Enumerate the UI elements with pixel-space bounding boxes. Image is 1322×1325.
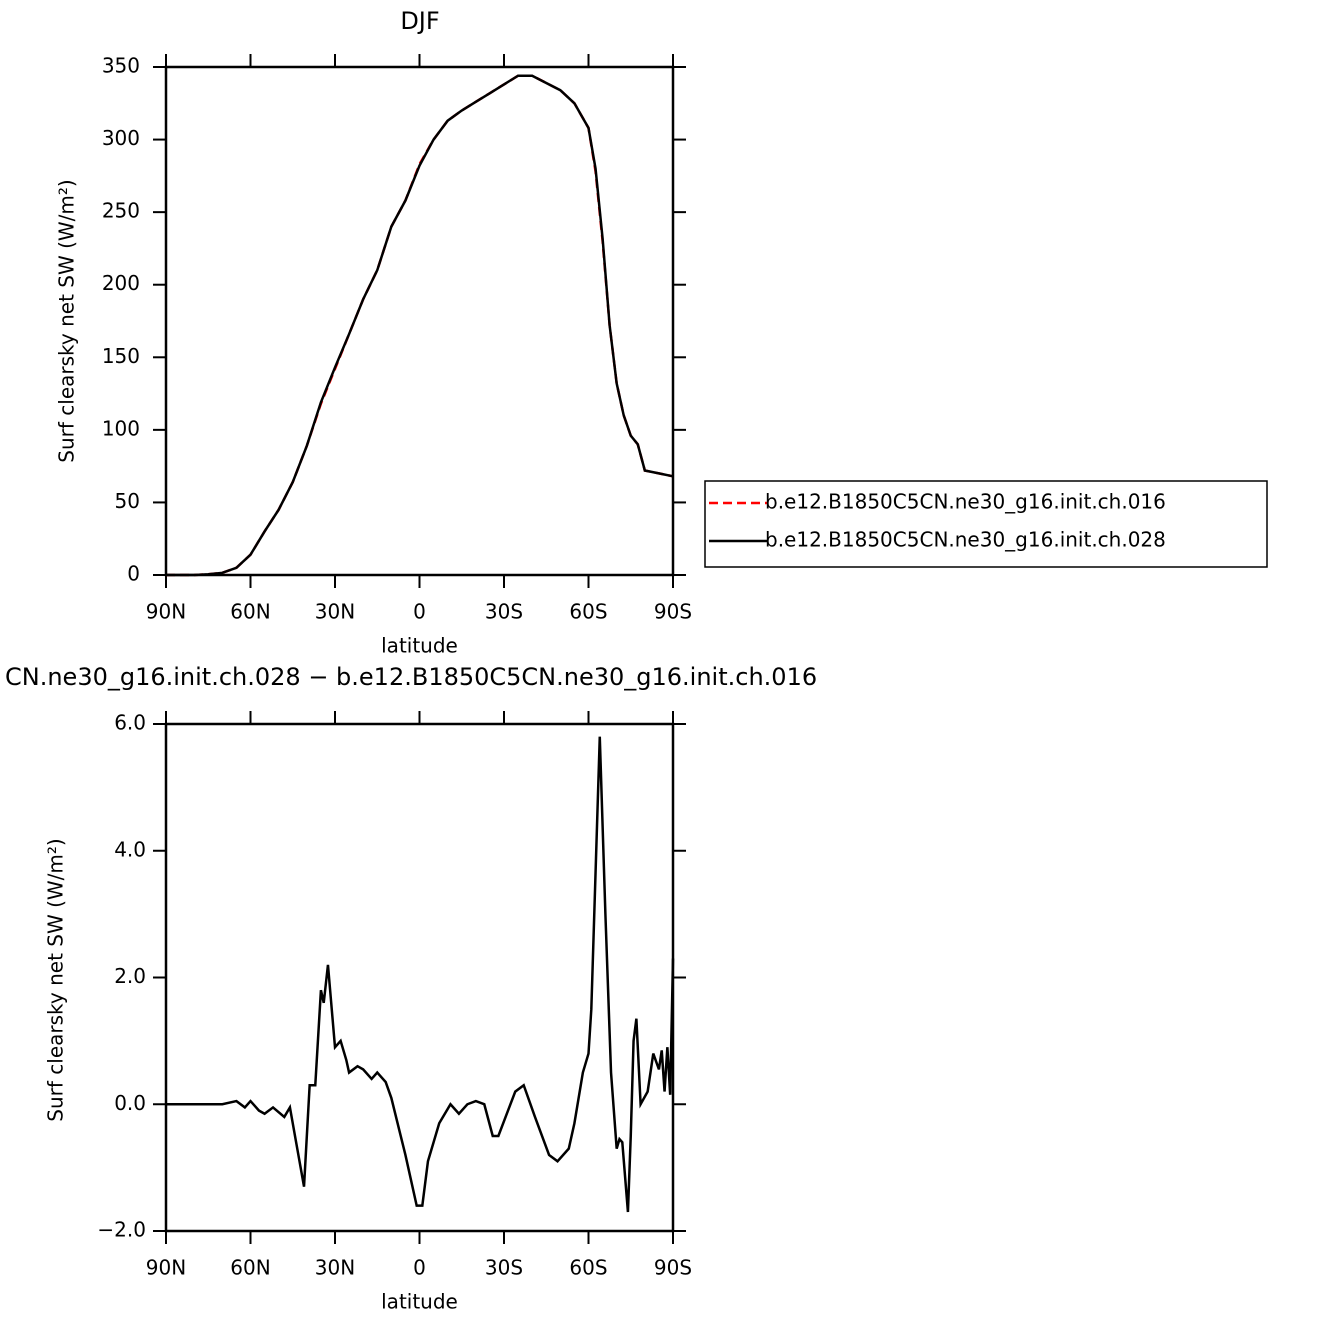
x-tick-label: 60S xyxy=(569,600,607,624)
x-tick-label: 90N xyxy=(146,600,186,624)
y-axis-label: Surf clearsky net SW (W/m²) xyxy=(44,838,68,1121)
legend-label: b.e12.B1850C5CN.ne30_g16.init.ch.028 xyxy=(765,528,1166,552)
y-tick-label: 150 xyxy=(102,344,140,368)
panel: DJF latitude Surf clearsky net SW (W/m²) 0 5… xyxy=(55,7,1268,658)
series-line xyxy=(166,74,674,577)
series-line xyxy=(166,736,675,1213)
y-tick-label: 4.0 xyxy=(114,837,146,861)
legend-box xyxy=(704,480,1268,568)
y-tick-label: 6.0 xyxy=(114,711,146,735)
chart-title: DJF xyxy=(400,7,439,35)
y-tick-label: 200 xyxy=(102,271,140,295)
y-tick-label: 350 xyxy=(102,54,140,78)
x-tick-label: 0 xyxy=(413,600,426,624)
y-tick-label: 100 xyxy=(102,416,140,440)
x-tick-label: 60N xyxy=(230,600,270,624)
x-tick-label: 30N xyxy=(315,600,355,624)
y-tick-label: 0.0 xyxy=(114,1091,146,1115)
x-tick-label: 0 xyxy=(413,1256,426,1280)
x-tick-label: 60N xyxy=(230,1256,270,1280)
x-axis-label: latitude xyxy=(381,1290,458,1314)
y-tick-label: 50 xyxy=(115,489,140,513)
plot-frame xyxy=(164,65,675,577)
x-tick-label: 60S xyxy=(569,1256,607,1280)
x-tick-label: 90S xyxy=(654,1256,692,1280)
x-tick-label: 30N xyxy=(315,1256,355,1280)
series-line xyxy=(166,74,674,577)
y-tick-label: 0 xyxy=(127,562,140,586)
y-tick-label: 2.0 xyxy=(114,964,146,988)
legend-label: b.e12.B1850C5CN.ne30_g16.init.ch.016 xyxy=(765,490,1166,514)
y-tick-label: 300 xyxy=(102,126,140,150)
chart-title: CN.ne30_g16.init.ch.028 − b.e12.B1850C5C… xyxy=(5,663,817,691)
y-tick-label: 250 xyxy=(102,199,140,223)
y-tick-label: −2.0 xyxy=(97,1218,146,1242)
x-tick-label: 30S xyxy=(485,1256,523,1280)
x-tick-label: 90S xyxy=(654,600,692,624)
plot-frame xyxy=(164,722,675,1233)
y-axis-label: Surf clearsky net SW (W/m²) xyxy=(55,179,79,462)
panel: CN.ne30_g16.init.ch.028 − b.e12.B1850C5C… xyxy=(5,663,817,1314)
x-axis-label: latitude xyxy=(381,634,458,658)
x-tick-label: 30S xyxy=(485,600,523,624)
x-tick-label: 90N xyxy=(146,1256,186,1280)
